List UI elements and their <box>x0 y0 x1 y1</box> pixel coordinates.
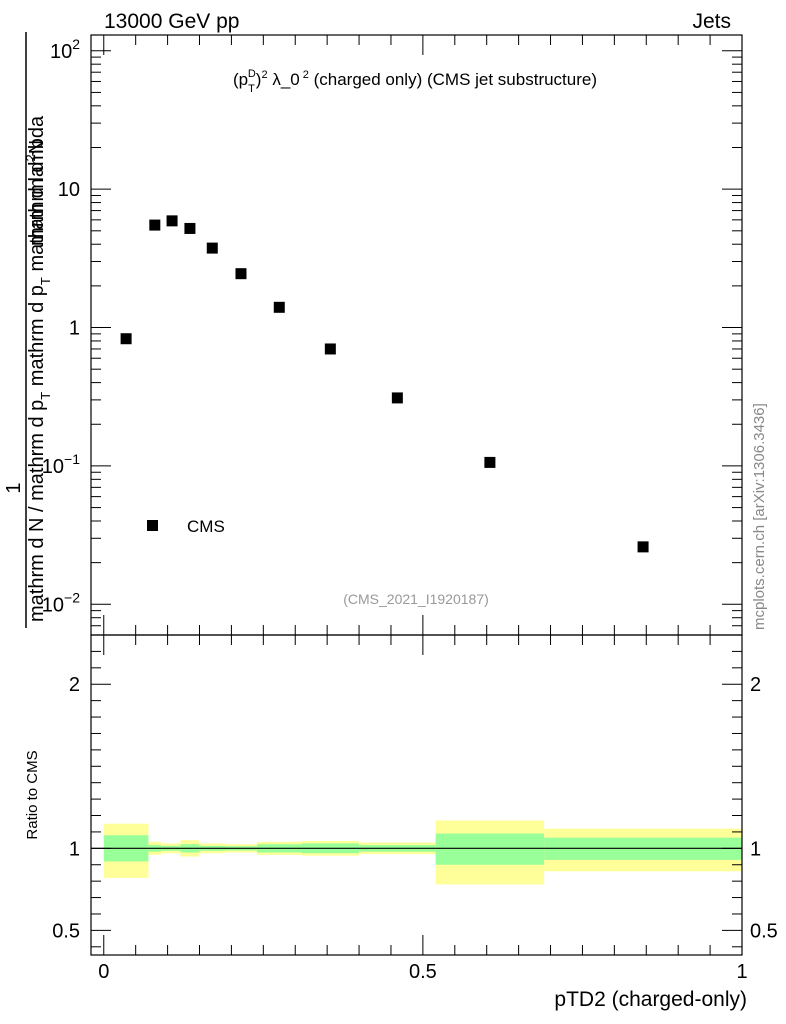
ylabel-part-sup-2: 2 <box>23 154 38 161</box>
ylabel-numerator-one: 1 <box>3 482 25 493</box>
ylabel-part-n: N <box>26 140 48 154</box>
ratio-x-tick-label: 0.5 <box>409 961 437 983</box>
legend-label-cms: CMS <box>187 517 225 536</box>
main-y-tick-exp: 2 <box>72 36 80 52</box>
ratio-y-tick-label: 0.5 <box>52 920 80 942</box>
main-y-tick-label: 10−2 <box>42 589 80 616</box>
cms-data-point <box>324 343 336 355</box>
ratio-y-axis-label: Ratio to CMS <box>24 750 41 839</box>
side-credit-label: mcplots.cern.ch [arXiv:1306.3436] <box>751 403 768 630</box>
header-energy-label: 13000 GeV pp <box>104 10 239 33</box>
legend: CMS <box>147 517 225 536</box>
main-y-tick-label: 10−1 <box>42 451 80 478</box>
analysis-tag: (CMS_2021_I1920187) <box>343 591 489 607</box>
ylabel-top-part: mathrm d2N <box>23 140 48 246</box>
main-data-points <box>120 215 649 553</box>
ylabel-part-dpt: mathrm d p <box>26 285 48 392</box>
title-part-sup-2a: 2 <box>261 69 267 81</box>
main-y-tick-base: 1 <box>69 318 80 340</box>
cms-data-point <box>184 222 196 234</box>
ylabel-part-dn-dpt: mathrm d N / mathrm d p <box>26 400 48 622</box>
ratio-y-tick-label: 2 <box>69 674 80 696</box>
ylabel-part-md: mathrm d <box>26 162 48 246</box>
cms-data-point <box>391 392 403 404</box>
x-axis-label: pTD2 (charged-only) <box>554 988 747 1011</box>
title-part-lambda: λ_0 <box>268 70 300 89</box>
title-part-p: (p <box>233 70 248 89</box>
main-y-tick-base: 10 <box>50 41 72 63</box>
cms-data-point <box>120 333 132 345</box>
main-y-tick-exp: −2 <box>64 589 80 605</box>
ratio-bands <box>103 820 742 885</box>
header-process-label: Jets <box>692 10 731 33</box>
ratio-y-ticks: 0.5 0.5 1 1 2 2 <box>52 650 778 948</box>
main-y-tick-label: 10 <box>58 179 80 201</box>
title-part-sup-2b: 2 <box>303 69 309 81</box>
main-y-tick-base: 10 <box>58 179 80 201</box>
ratio-y-tick-label: 1 <box>69 838 80 860</box>
main-y-tick-label: 102 <box>50 36 80 63</box>
main-title: (pTD)2 λ_0 2 (charged only) (CMS jet subs… <box>233 68 597 95</box>
ratio-x-tick-label: 0 <box>98 961 109 983</box>
ratio-y-tick-label-right: 2 <box>750 674 761 696</box>
title-part-paren: ) <box>256 70 262 89</box>
cms-data-point <box>637 541 649 553</box>
ratio-x-ticks: 0 0.5 1 <box>98 635 748 983</box>
title-part-rest: (charged only) (CMS jet substructure) <box>309 70 597 89</box>
ratio-band-inner <box>435 833 545 865</box>
ylabel-part-dlambda: mathrm d lambda <box>26 115 48 277</box>
cms-data-point <box>149 219 161 231</box>
ratio-y-tick-label-right: 1 <box>750 838 761 860</box>
ylabel-numerator: mathrm d N / mathrm d pT mathrm d pT mat… <box>26 115 53 622</box>
ratio-x-tick-label: 1 <box>736 961 747 983</box>
cms-data-point <box>235 268 247 280</box>
main-y-axis-label: 1 mathrm d N / mathrm d pT mathrm d pT m… <box>3 32 53 628</box>
cms-data-point <box>484 456 496 468</box>
main-y-tick-base: 10 <box>42 594 64 616</box>
cms-data-point <box>166 215 178 227</box>
ylabel-part-sub-t1: T <box>38 392 53 400</box>
title-part-sub-t: T <box>248 83 255 95</box>
main-x-ticks <box>103 35 743 635</box>
main-y-tick-label: 1 <box>69 318 80 340</box>
main-y-tick-exp: −1 <box>64 451 80 467</box>
legend-marker-cms <box>147 520 158 531</box>
main-panel: (pTD)2 λ_0 2 (charged only) (CMS jet subs… <box>42 34 743 636</box>
cms-data-point <box>273 301 285 313</box>
cms-data-point <box>206 242 218 254</box>
ratio-y-tick-label-right: 0.5 <box>750 920 778 942</box>
main-y-tick-base: 10 <box>42 456 64 478</box>
ratio-panel: 0.5 0.51 12 2 0 0.5 1 <box>52 634 778 983</box>
title-part-sup-d: D <box>248 68 256 80</box>
ratio-panel-frame <box>90 634 743 956</box>
ylabel-part-sub-t2: T <box>38 277 53 285</box>
